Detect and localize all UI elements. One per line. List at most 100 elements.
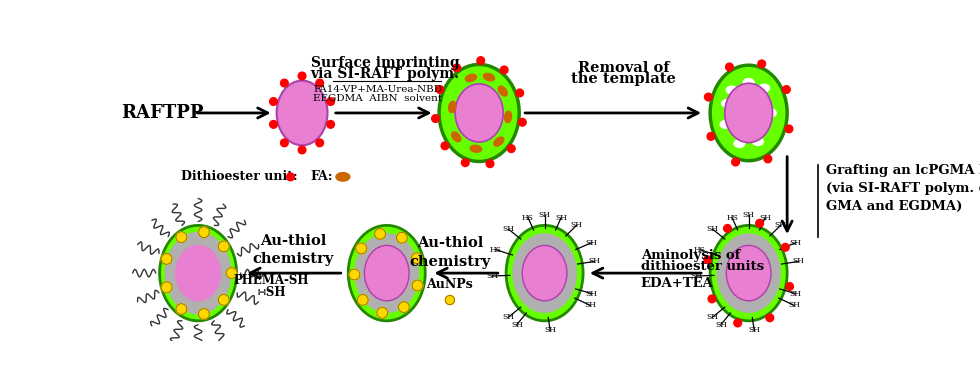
Circle shape	[756, 219, 763, 227]
Ellipse shape	[360, 281, 368, 288]
Circle shape	[162, 254, 172, 264]
Circle shape	[704, 256, 711, 264]
Ellipse shape	[726, 246, 771, 301]
Circle shape	[783, 86, 790, 93]
Circle shape	[280, 79, 288, 87]
Text: SH: SH	[589, 257, 601, 265]
Text: SH: SH	[793, 257, 805, 265]
Ellipse shape	[765, 109, 776, 117]
Circle shape	[377, 308, 388, 318]
Text: the template: the template	[571, 72, 676, 86]
Ellipse shape	[562, 270, 570, 277]
Text: SH: SH	[544, 326, 556, 334]
Ellipse shape	[759, 84, 769, 92]
Text: SH: SH	[503, 225, 514, 233]
Circle shape	[413, 280, 423, 291]
Ellipse shape	[216, 270, 225, 277]
Ellipse shape	[170, 281, 180, 288]
Ellipse shape	[449, 101, 456, 113]
Text: SH: SH	[707, 225, 718, 233]
Circle shape	[326, 121, 334, 128]
Circle shape	[219, 295, 229, 305]
Circle shape	[705, 93, 712, 101]
Circle shape	[785, 125, 793, 133]
Ellipse shape	[365, 246, 409, 301]
Text: SH: SH	[570, 221, 583, 229]
Text: FA:: FA:	[310, 170, 332, 183]
Text: SH: SH	[486, 272, 498, 280]
Circle shape	[462, 159, 469, 167]
Circle shape	[298, 146, 306, 154]
Text: Dithioester unit:: Dithioester unit:	[180, 170, 297, 183]
Circle shape	[316, 79, 323, 87]
Ellipse shape	[361, 260, 370, 267]
Circle shape	[280, 139, 288, 147]
Circle shape	[707, 133, 714, 140]
Circle shape	[349, 269, 360, 280]
Text: Aminolysis of: Aminolysis of	[641, 249, 740, 262]
Text: Removal of: Removal of	[578, 61, 669, 75]
Circle shape	[226, 268, 237, 278]
Text: ∺SH: ∺SH	[257, 286, 286, 299]
Ellipse shape	[202, 298, 213, 305]
Circle shape	[199, 309, 210, 319]
Ellipse shape	[760, 246, 768, 252]
Circle shape	[286, 173, 294, 181]
Circle shape	[723, 224, 731, 232]
Ellipse shape	[175, 246, 220, 301]
Ellipse shape	[176, 247, 186, 254]
Text: HS: HS	[522, 213, 534, 221]
Text: SH: SH	[775, 221, 787, 229]
Circle shape	[358, 295, 368, 305]
Circle shape	[431, 115, 439, 123]
Ellipse shape	[366, 247, 375, 254]
Circle shape	[758, 60, 765, 68]
Text: SH: SH	[690, 272, 702, 280]
Ellipse shape	[721, 100, 732, 107]
Circle shape	[515, 89, 523, 97]
Circle shape	[734, 319, 742, 327]
Ellipse shape	[723, 260, 732, 267]
Ellipse shape	[172, 260, 181, 267]
Text: AuNPs: AuNPs	[426, 278, 473, 291]
Circle shape	[436, 86, 444, 93]
Circle shape	[518, 118, 526, 126]
Text: SH: SH	[539, 211, 551, 219]
Circle shape	[270, 98, 277, 105]
Circle shape	[374, 229, 385, 239]
Text: FA14-VP+MA-Urea-NBD: FA14-VP+MA-Urea-NBD	[313, 85, 442, 93]
Text: SH: SH	[788, 301, 800, 309]
Text: HS: HS	[726, 213, 738, 221]
Ellipse shape	[160, 225, 236, 321]
Circle shape	[764, 155, 771, 163]
Circle shape	[219, 241, 229, 252]
Circle shape	[412, 253, 422, 264]
Circle shape	[786, 283, 794, 290]
Text: SH: SH	[556, 213, 567, 221]
Ellipse shape	[166, 232, 231, 314]
Circle shape	[316, 139, 323, 147]
Circle shape	[326, 98, 334, 105]
Text: SH: SH	[511, 321, 522, 329]
Ellipse shape	[753, 298, 762, 304]
Text: SH: SH	[743, 211, 755, 219]
Text: via SI-RAFT polym.: via SI-RAFT polym.	[311, 67, 460, 81]
Ellipse shape	[209, 245, 219, 252]
Ellipse shape	[726, 86, 737, 94]
Ellipse shape	[717, 234, 780, 312]
Text: Surface imprinting: Surface imprinting	[311, 56, 460, 70]
Circle shape	[162, 282, 172, 293]
Ellipse shape	[519, 260, 528, 267]
Circle shape	[298, 72, 306, 80]
Ellipse shape	[725, 83, 772, 142]
Circle shape	[397, 232, 408, 243]
Text: Au-thiol
chemistry: Au-thiol chemistry	[252, 234, 333, 266]
Ellipse shape	[531, 300, 540, 306]
Ellipse shape	[355, 234, 418, 312]
Ellipse shape	[404, 270, 413, 277]
Ellipse shape	[505, 111, 512, 123]
Circle shape	[441, 142, 449, 150]
Ellipse shape	[753, 138, 763, 146]
Text: SH: SH	[790, 290, 802, 298]
Circle shape	[176, 304, 187, 314]
